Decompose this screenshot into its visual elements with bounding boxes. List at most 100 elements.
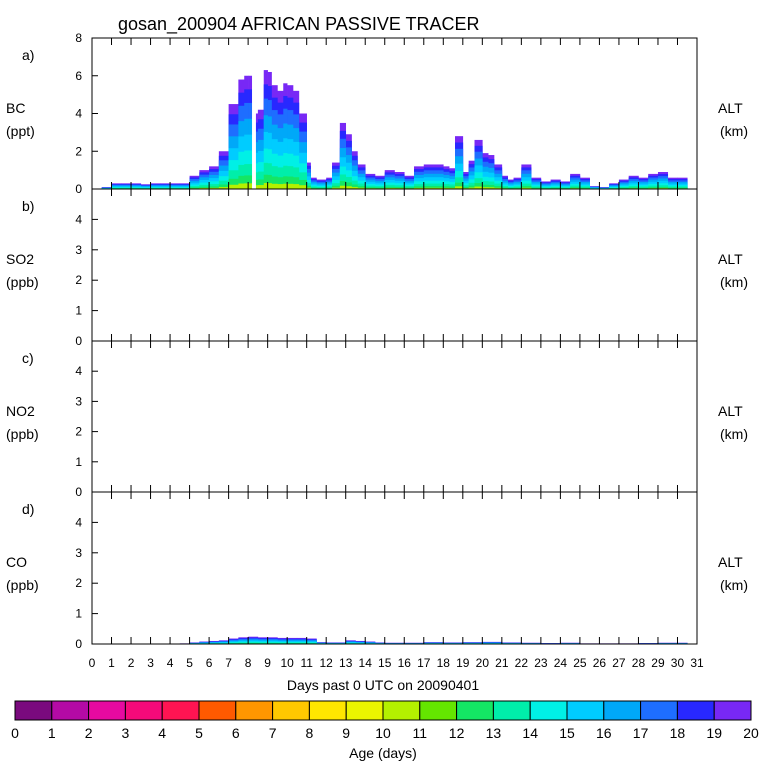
y-tick-label: 3 — [75, 243, 82, 257]
unit-label: (ppb) — [6, 426, 39, 442]
panels: 0 2 4 6 8 a) BC (ppt) ALT (km) 0 1 2 3 4 b) SO2 (ppb) ALT (… — [6, 31, 748, 651]
bar — [293, 184, 300, 189]
bar — [462, 186, 469, 189]
bar — [339, 185, 347, 189]
x-tick-label: 21 — [495, 656, 509, 670]
y-tick-label: 2 — [75, 425, 82, 439]
bar — [482, 184, 489, 189]
bar — [521, 187, 532, 189]
species-label: BC — [6, 100, 25, 116]
x-tick-label: 14 — [359, 656, 373, 670]
alt-unit-label: (km) — [720, 426, 748, 442]
bar — [306, 187, 311, 189]
bar — [257, 185, 265, 189]
x-tick-label: 2 — [128, 656, 135, 670]
x-tick-label: 19 — [456, 656, 470, 670]
bar — [248, 175, 253, 189]
species-label: CO — [6, 554, 27, 570]
bar — [474, 186, 483, 189]
colorbar-swatch — [51, 700, 90, 721]
bar — [488, 184, 495, 189]
bar — [677, 187, 688, 189]
bar — [455, 186, 464, 189]
data-gap — [252, 39, 256, 189]
alt-unit-label: (km) — [720, 274, 748, 290]
x-tick-label: 9 — [264, 656, 271, 670]
colorbar-tick-label: 4 — [158, 725, 166, 741]
alt-label: ALT — [718, 554, 743, 570]
bar — [332, 187, 341, 189]
y-tick-label: 1 — [75, 607, 82, 621]
bar — [513, 187, 522, 189]
bar — [189, 187, 200, 189]
x-tick-label: 29 — [651, 656, 665, 670]
bar — [570, 187, 581, 189]
x-tick-label: 23 — [534, 656, 548, 670]
bar — [332, 185, 341, 189]
x-tick-label: 30 — [671, 656, 685, 670]
panel-so2: 0 1 2 3 4 b) SO2 (ppb) ALT (km) — [6, 188, 748, 348]
bar — [306, 185, 311, 189]
colorbar-tick-label: 8 — [306, 725, 314, 741]
x-tick-label: 11 — [300, 656, 313, 670]
x-tick-label: 31 — [690, 656, 704, 670]
x-tick-label: 17 — [417, 656, 431, 670]
bar — [618, 187, 629, 189]
y-tick-label: 4 — [75, 107, 82, 121]
bar — [199, 186, 210, 189]
colorbar-tick-label: 9 — [342, 725, 350, 741]
bar — [579, 187, 590, 189]
bar — [374, 187, 386, 189]
bar — [494, 186, 503, 189]
x-tick-label: 24 — [554, 656, 568, 670]
x-axis-label: Days past 0 UTC on 20090401 — [287, 677, 479, 693]
colorbar-swatch — [492, 700, 531, 721]
bar — [244, 175, 249, 189]
bar — [209, 187, 220, 189]
x-tick-label: 0 — [89, 656, 96, 670]
bar — [277, 184, 284, 189]
bar — [263, 174, 268, 189]
x-tick-label: 15 — [378, 656, 392, 670]
colorbar-tick-label: 7 — [269, 725, 277, 741]
panel-no2: 0 1 2 3 4 c) NO2 (ppb) ALT (km) — [6, 340, 748, 499]
x-tick-label: 27 — [612, 656, 626, 670]
y-tick-label: 1 — [75, 455, 82, 469]
bar — [468, 185, 475, 189]
x-tick-label: 12 — [320, 656, 334, 670]
bar — [423, 186, 434, 189]
bar — [209, 186, 220, 189]
colorbar-swatch — [456, 700, 494, 721]
panel-letter: a) — [22, 47, 34, 63]
colorbar-swatch — [566, 700, 605, 721]
alt-unit-label: (km) — [720, 577, 748, 593]
bar — [228, 184, 239, 189]
colorbar-swatch — [124, 700, 163, 721]
bar — [394, 186, 405, 189]
bar — [244, 183, 249, 189]
colorbar-swatch — [308, 700, 347, 721]
y-tick-label: 0 — [75, 485, 82, 499]
bar — [267, 183, 272, 189]
x-tick-label: 25 — [573, 656, 587, 670]
bar — [277, 177, 284, 189]
bar — [218, 187, 229, 189]
colorbar-swatch — [161, 700, 200, 721]
bar — [271, 183, 278, 189]
x-tick-label: 18 — [437, 656, 451, 670]
bar — [443, 187, 450, 189]
unit-label: (ppt) — [6, 123, 35, 139]
bar — [531, 187, 542, 189]
colorbar-tick-label: 1 — [48, 725, 56, 741]
bar — [468, 187, 475, 189]
x-tick-label: 26 — [593, 656, 607, 670]
x-tick-label: 13 — [339, 656, 353, 670]
age-layer-2 — [101, 98, 688, 189]
y-tick-label: 2 — [75, 273, 82, 287]
bar — [449, 186, 456, 189]
bar — [423, 187, 434, 189]
bar — [287, 183, 294, 189]
colorbar-tick-label: 18 — [670, 725, 686, 741]
bar — [293, 177, 300, 189]
bar — [638, 187, 649, 189]
